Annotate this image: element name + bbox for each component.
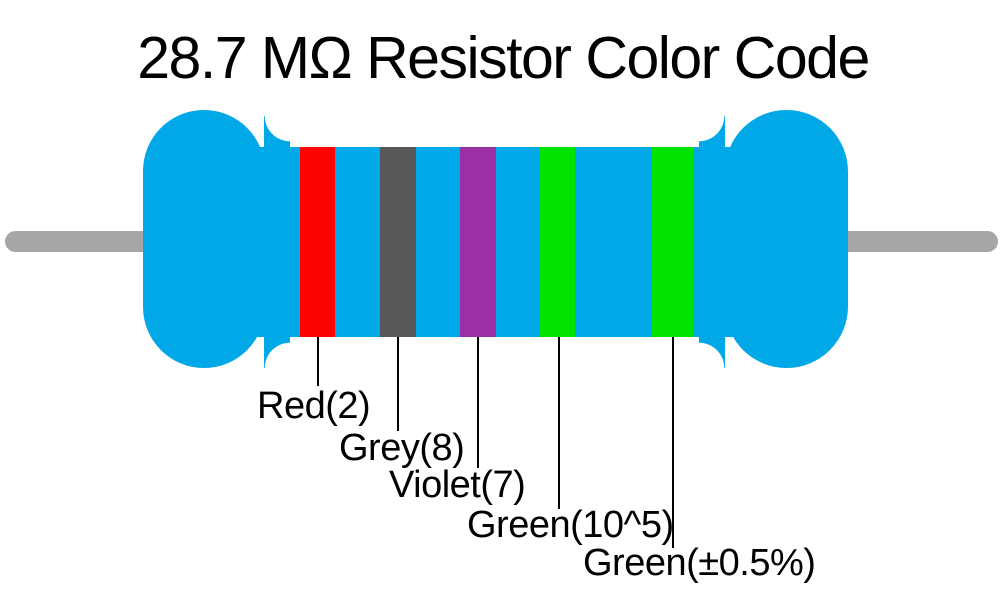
left-lead-wire [5, 231, 145, 252]
resistor-body [200, 147, 806, 337]
band-4-green-multiplier [540, 147, 575, 337]
left-cap-top-fillet [264, 116, 290, 147]
band-label-green-tolerance: Green(±0.5%) [583, 542, 816, 584]
band-1-red-digit [300, 147, 335, 337]
leader-line-band-3 [477, 337, 479, 468]
page-title: 28.7 MΩ Resistor Color Code [137, 25, 870, 91]
left-cap-bottom-fillet [264, 337, 290, 368]
right-lead-wire [848, 231, 998, 252]
band-label-violet: Violet(7) [389, 464, 526, 506]
band-label-red: Red(2) [257, 385, 371, 427]
leader-line-band-1 [317, 337, 319, 386]
band-label-grey: Grey(8) [339, 427, 465, 469]
band-2-grey-digit [380, 147, 416, 337]
band-3-violet-digit [460, 147, 496, 337]
resistor-right-cap [725, 110, 848, 368]
band-5-green-tolerance [652, 147, 693, 337]
band-label-green-multiplier: Green(10^5) [467, 504, 674, 546]
leader-line-band-5 [672, 337, 674, 548]
resistor-left-cap [143, 110, 265, 368]
right-cap-bottom-fillet [699, 337, 725, 368]
right-cap-top-fillet [699, 116, 725, 147]
leader-line-band-4 [558, 337, 560, 509]
leader-line-band-2 [397, 337, 399, 431]
